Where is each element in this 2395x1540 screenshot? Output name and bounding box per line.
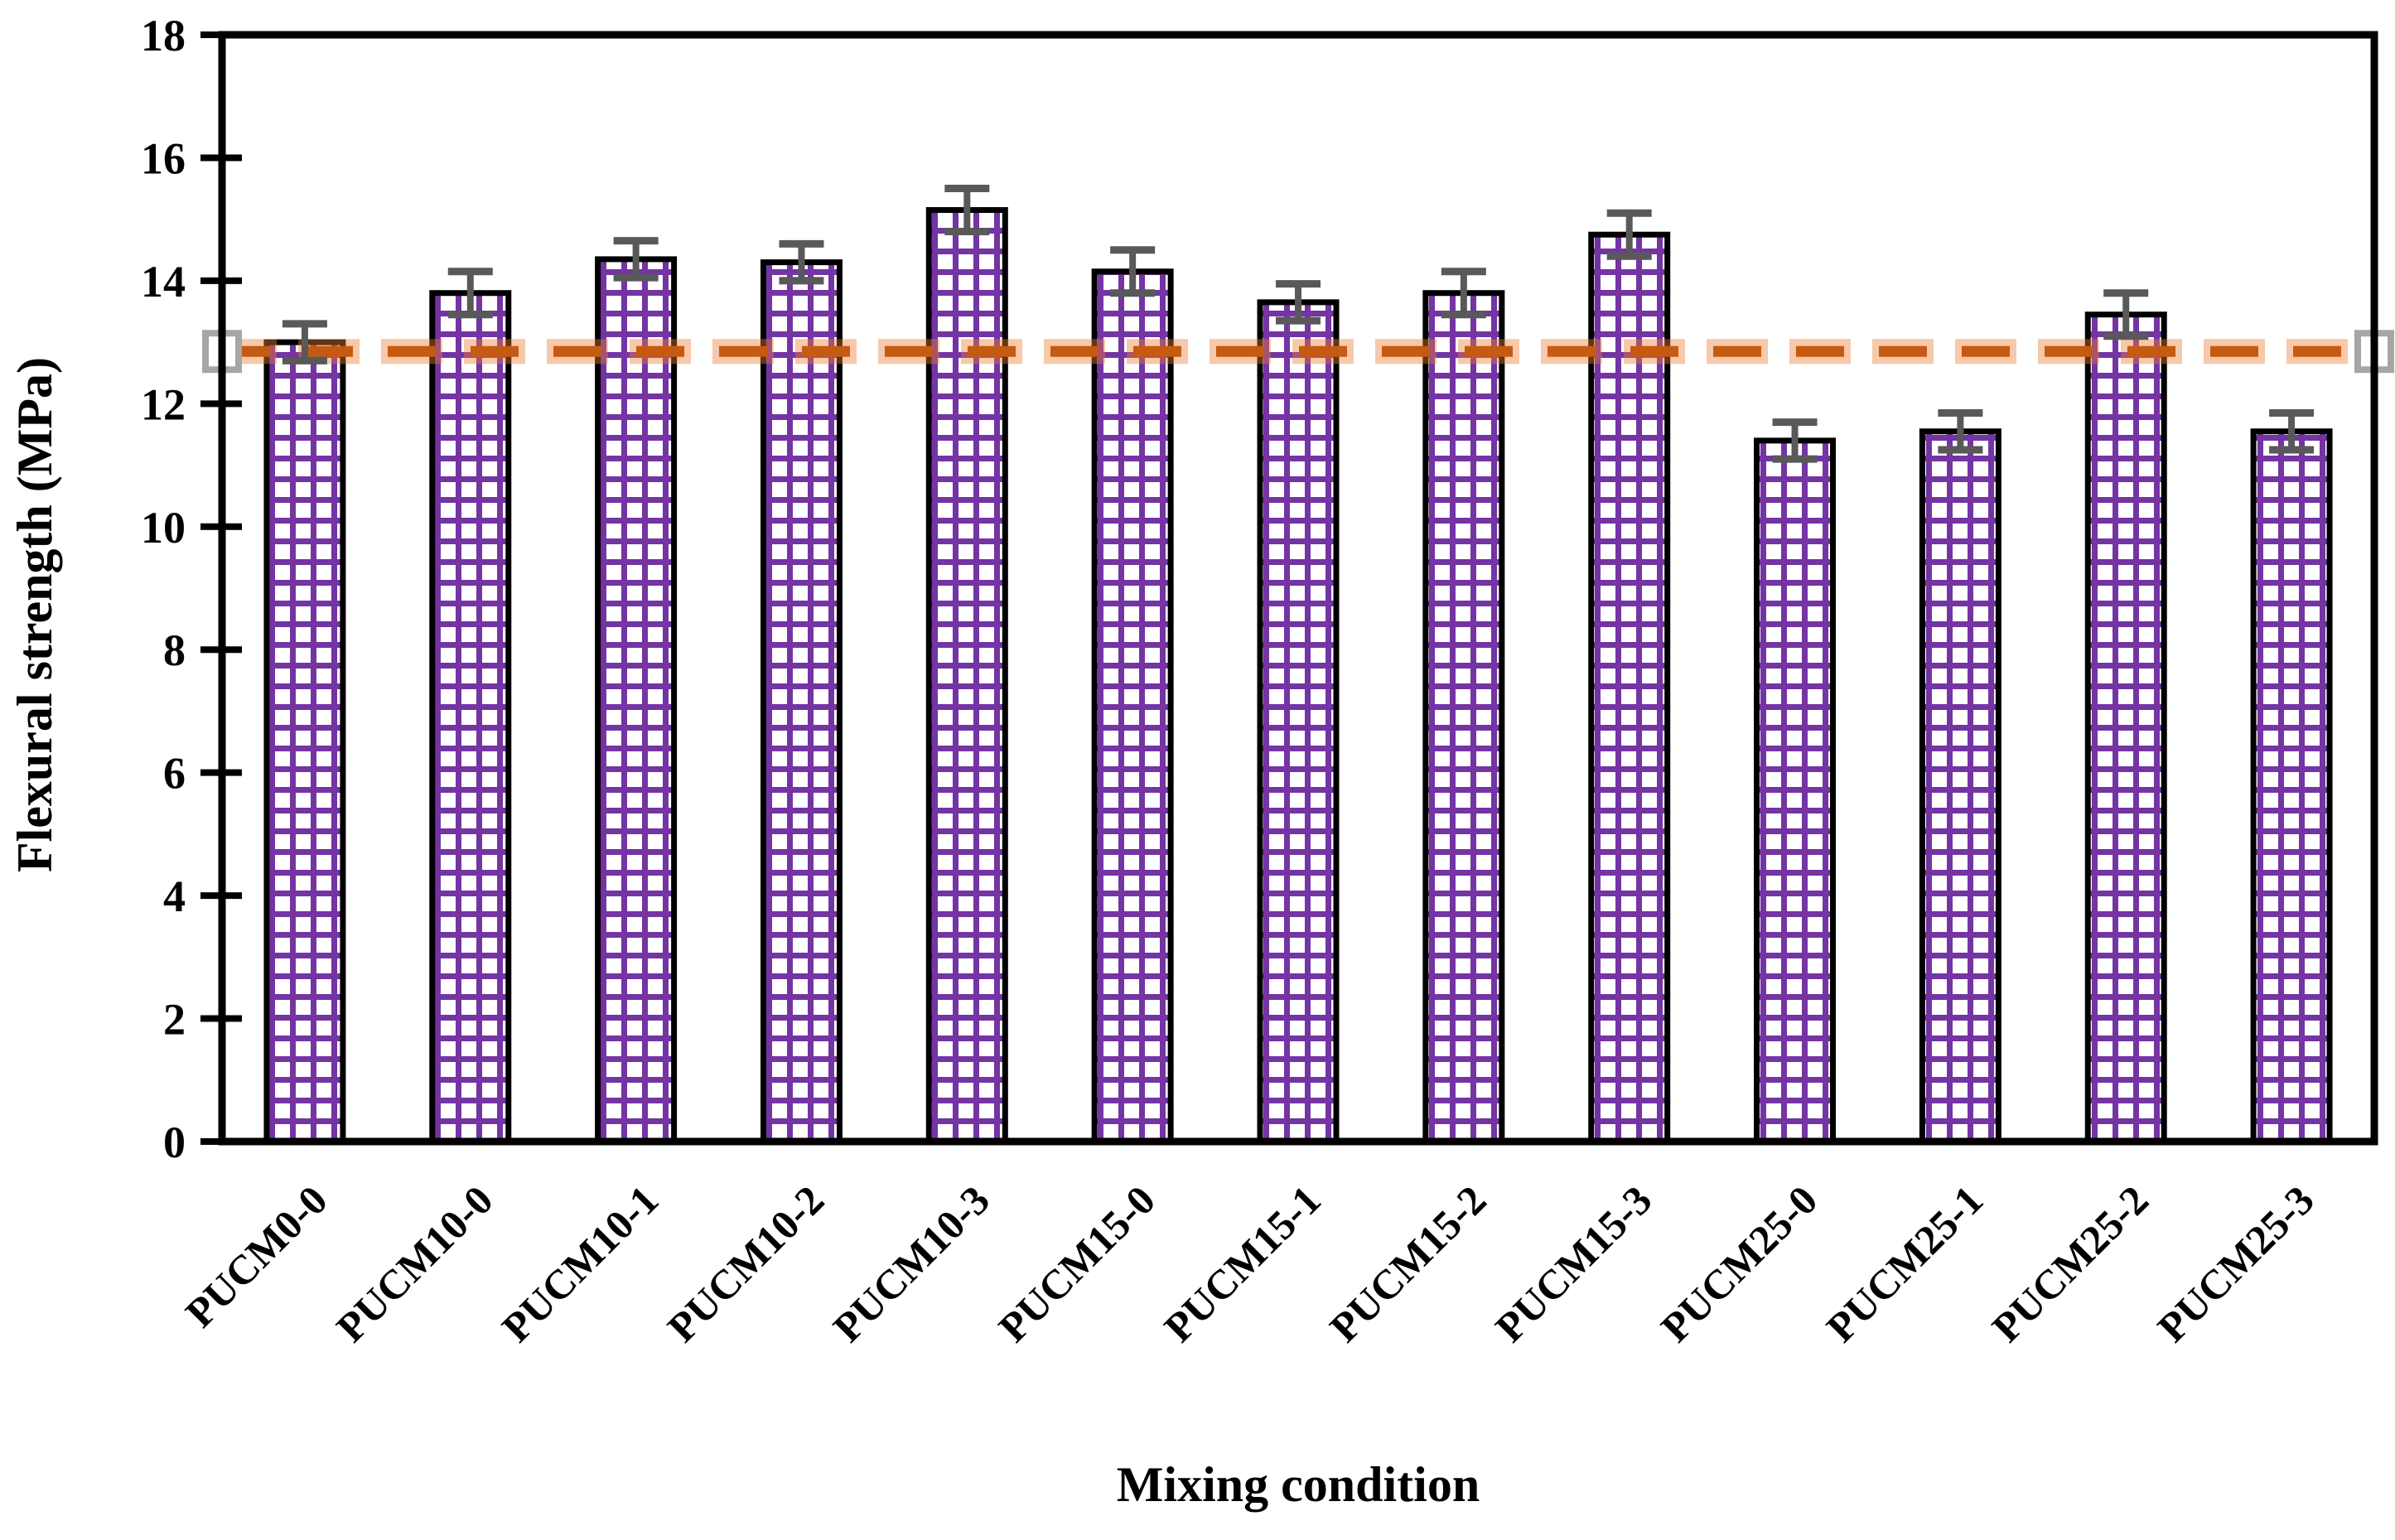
- bar-PUCM10-1: [595, 256, 678, 1145]
- plot-frame: [218, 31, 2378, 1146]
- y-axis-title: Flexural strength (MPa): [7, 357, 62, 872]
- bar-PUCM15-3: [1588, 231, 1671, 1145]
- x-tick-label: PUCM10-0: [327, 1176, 501, 1350]
- y-tick-label: 6: [163, 749, 186, 799]
- y-tick-label: 18: [141, 11, 186, 60]
- reference-line-layer: [202, 330, 2394, 374]
- x-tick-label: PUCM15-0: [989, 1176, 1163, 1350]
- x-tick-label: PUCM15-2: [1321, 1176, 1494, 1350]
- y-tick-label: 10: [141, 503, 186, 553]
- bar-PUCM10-2: [760, 259, 843, 1145]
- bar-PUCM25-0: [1754, 437, 1837, 1145]
- error-bars-layer: [282, 185, 2315, 463]
- y-tick-label: 4: [163, 871, 186, 921]
- x-tick-label: PUCM10-1: [493, 1176, 667, 1350]
- x-tick-label: PUCM25-1: [1818, 1176, 1992, 1350]
- bar-PUCM15-0: [1091, 268, 1174, 1145]
- y-tick-label: 0: [163, 1118, 186, 1167]
- bar-PUCM15-1: [1257, 299, 1340, 1145]
- bar-PUCM10-0: [429, 290, 512, 1145]
- bar-PUCM25-3: [2250, 428, 2333, 1145]
- x-tick-label: PUCM10-2: [659, 1176, 833, 1350]
- x-tick-label: PUCM25-0: [1652, 1176, 1826, 1350]
- x-tick-label: PUCM25-2: [1983, 1176, 2157, 1350]
- bar-PUCM25-2: [2084, 311, 2167, 1145]
- y-tick-label: 14: [141, 257, 186, 307]
- x-tick-label: PUCM10-3: [824, 1176, 998, 1350]
- y-tick-label: 2: [163, 995, 186, 1045]
- x-axis-title: Mixing condition: [1117, 1457, 1480, 1512]
- bar-PUCM25-1: [1919, 428, 2001, 1145]
- bar-PUCM15-2: [1422, 290, 1505, 1145]
- x-tick-label: PUCM25-3: [2148, 1176, 2322, 1350]
- y-tick-label: 12: [141, 379, 186, 429]
- axes-layer: [200, 31, 2378, 1146]
- y-tick-label: 16: [141, 133, 186, 183]
- x-tick-label: PUCM15-1: [1155, 1176, 1329, 1350]
- y-tick-label: 8: [163, 625, 186, 675]
- bar-PUCM0-0: [263, 339, 346, 1145]
- x-tick-label: PUCM0-0: [176, 1176, 336, 1336]
- x-tick-label: PUCM15-3: [1486, 1176, 1660, 1350]
